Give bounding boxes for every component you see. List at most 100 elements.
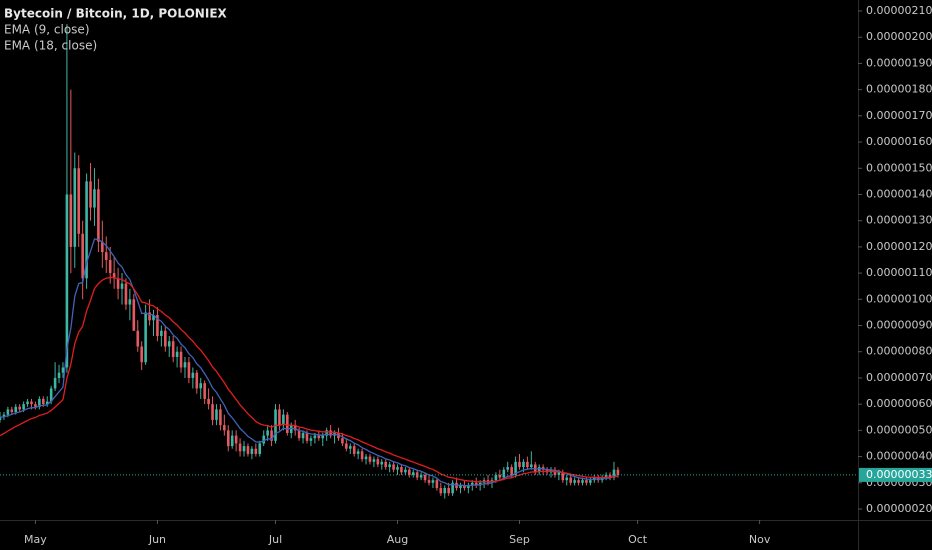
candle-body (53, 377, 57, 389)
candle-body (423, 474, 427, 481)
candle-body (533, 464, 537, 473)
candle-body (352, 446, 356, 454)
last-price-box (859, 467, 932, 482)
y-tick-label: 0.00000160 (866, 135, 932, 148)
candle-body (120, 283, 124, 289)
candle-body (266, 430, 269, 436)
candle-body (368, 456, 372, 462)
candle-body (372, 459, 376, 462)
candle-body (175, 351, 179, 357)
candle-body (384, 461, 388, 468)
candle-body (34, 404, 37, 407)
candle-body (356, 451, 360, 454)
candle-body (45, 401, 49, 405)
candle-body (171, 341, 175, 357)
candle-body (301, 432, 305, 439)
candle-body (388, 464, 391, 468)
candle-body (156, 315, 159, 337)
candle-body (443, 488, 447, 494)
candle-body (195, 372, 199, 389)
candle-body (360, 451, 364, 460)
candle-body (577, 480, 580, 483)
candle-body (148, 312, 151, 321)
candle-body (565, 477, 569, 481)
candle-body (364, 456, 368, 460)
candle-body (612, 469, 616, 478)
y-tick-label: 0.00000200 (866, 30, 932, 43)
candle-body (309, 438, 313, 441)
candle-body (152, 315, 155, 321)
candle-body (179, 351, 183, 368)
candle-body (254, 448, 258, 454)
candle-body (49, 388, 53, 402)
x-tick-label: Nov (749, 533, 771, 546)
y-tick-label: 0.00000140 (866, 187, 932, 200)
legend-entry: EMA (18, close) (4, 39, 97, 53)
candle-body (183, 362, 187, 368)
candle-body (234, 435, 238, 444)
ema-line (0, 238, 618, 487)
candle-body (537, 467, 541, 473)
candle-body (89, 181, 92, 208)
candle-body (144, 312, 147, 363)
y-tick-label: 0.00000210 (866, 4, 932, 17)
candle-body (164, 330, 167, 347)
candle-body (258, 443, 262, 454)
candle-body (65, 194, 69, 368)
candle-body (506, 467, 510, 470)
candle-body (411, 472, 415, 475)
candle-body (14, 406, 18, 413)
candle-body (230, 435, 234, 447)
candle-body (431, 480, 435, 483)
candle-body (616, 469, 620, 475)
candle-body (463, 485, 466, 489)
candle-body (30, 401, 33, 405)
candle-body (26, 401, 29, 405)
candle-body (510, 467, 513, 475)
candle-body (348, 446, 352, 449)
candle-body (207, 398, 210, 405)
candle-body (467, 485, 470, 489)
candle-body (313, 435, 317, 439)
candle-body (6, 409, 10, 415)
candle-body (203, 383, 206, 399)
y-tick-label: 0.00000090 (866, 319, 932, 332)
candle-body (2, 414, 6, 418)
y-tick-label: 0.00000040 (866, 450, 932, 463)
candle-body (439, 488, 443, 494)
y-tick-label: 0.00000190 (866, 56, 932, 69)
candle-body (341, 438, 344, 444)
y-tick-label: 0.00000070 (866, 371, 932, 384)
candle-body (246, 446, 250, 454)
candle-body (514, 461, 517, 475)
candle-body (97, 189, 100, 242)
candle-body (104, 252, 108, 260)
candle-body (522, 461, 525, 468)
candle-body (569, 477, 572, 483)
ema-line (0, 276, 618, 483)
y-tick-label: 0.00000170 (866, 109, 932, 122)
candle-body (573, 480, 576, 483)
candle-body (112, 273, 116, 279)
legend-entry: EMA (9, close) (4, 23, 90, 37)
candle-body (242, 446, 246, 452)
x-tick-label: Oct (628, 533, 648, 546)
candle-body (81, 233, 84, 279)
candle-body (73, 168, 77, 247)
candle-body (427, 480, 431, 483)
x-tick-label: Aug (387, 533, 408, 546)
candle-body (604, 474, 608, 478)
x-tick-label: Jun (148, 533, 166, 546)
y-tick-label: 0.00000120 (866, 240, 932, 253)
candle-body (419, 474, 423, 478)
candle-body (297, 430, 301, 439)
y-tick-label: 0.00000080 (866, 345, 932, 358)
candle-body (408, 469, 411, 475)
x-tick-label: Sep (509, 533, 530, 546)
candle-body (470, 482, 474, 486)
candle-body (317, 435, 321, 439)
y-tick-label: 0.00000180 (866, 83, 932, 96)
candle-body (69, 194, 73, 247)
candle-body (128, 299, 132, 305)
